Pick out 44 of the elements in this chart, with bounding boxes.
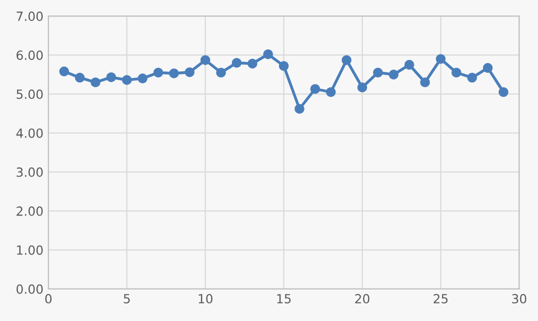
point [467, 72, 477, 82]
point [106, 72, 116, 82]
x-tick-label: 20 [355, 294, 370, 304]
y-tick-label: 7.00 [16, 12, 43, 21]
point [90, 77, 100, 88]
y-tick-label: 3.00 [16, 167, 43, 177]
point [216, 68, 226, 78]
y-tick-label: 0.00 [16, 284, 43, 294]
point [326, 87, 336, 97]
point [342, 55, 352, 65]
point [420, 77, 430, 88]
y-tick-label: 6.00 [16, 50, 43, 60]
x-tick-label: 0 [45, 294, 52, 304]
point [436, 54, 446, 64]
point [452, 68, 462, 78]
point [404, 60, 414, 70]
x-tick-label: 25 [434, 294, 448, 304]
y-tick-label: 2.00 [16, 206, 43, 216]
x-tick-label: 15 [277, 294, 291, 304]
point [248, 58, 258, 68]
point [357, 82, 368, 92]
point [122, 75, 132, 85]
point [200, 55, 210, 65]
point [263, 49, 273, 60]
point [278, 61, 289, 71]
x-tick-label: 5 [124, 294, 130, 304]
point [184, 67, 195, 78]
point [74, 72, 85, 82]
y-tick-label: 1.00 [17, 245, 43, 255]
point [310, 84, 320, 94]
x-tick-label: 30 [512, 294, 526, 304]
point [169, 68, 179, 78]
point [373, 68, 383, 78]
point [153, 68, 164, 78]
point [482, 63, 493, 73]
point [498, 87, 508, 97]
x-tick-label: 10 [198, 294, 212, 304]
point [232, 58, 242, 68]
point [59, 66, 69, 76]
point [138, 74, 148, 84]
point [294, 104, 304, 114]
y-tick-label: 5.00 [16, 89, 43, 99]
y-tick-label: 4.00 [16, 128, 43, 138]
point [388, 70, 398, 80]
